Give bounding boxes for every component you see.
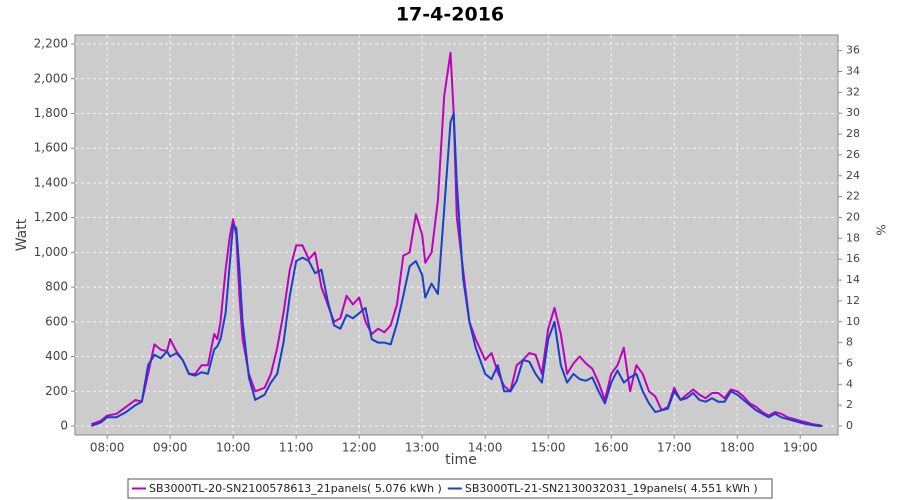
y-tick-label: 1,800	[34, 106, 68, 120]
y-tick-label: 800	[45, 280, 68, 294]
y-tick-label: 1,600	[34, 141, 68, 155]
x-tick-label: 12:00	[342, 441, 377, 455]
legend-label: SB3000TL-20-SN2100578613_21panels( 5.076…	[149, 482, 442, 495]
series-line	[91, 112, 823, 427]
x-tick-label: 18:00	[720, 441, 755, 455]
x-axis-label: time	[445, 452, 477, 468]
x-tick-label: 08:00	[90, 441, 125, 455]
y2-tick-label: 32	[846, 85, 860, 98]
y2-tick-label: 4	[846, 377, 853, 390]
y-tick-label: 400	[45, 349, 68, 363]
x-tick-label: 16:00	[594, 441, 629, 455]
y2-tick-label: 26	[846, 148, 860, 161]
y2-tick-label: 8	[846, 336, 853, 349]
y-tick-label: 2,200	[34, 37, 68, 51]
y2-tick-label: 14	[846, 273, 860, 286]
y2-tick-label: 16	[846, 252, 860, 265]
x-tick-label: 15:00	[531, 441, 566, 455]
y2-tick-label: 20	[846, 210, 860, 223]
y-axis-label: Watt	[14, 218, 30, 251]
plot-area	[74, 34, 839, 436]
chart-title: 17-4-2016	[396, 4, 504, 26]
y2-tick-label: 12	[846, 294, 860, 307]
y2-axis-label: %	[874, 224, 888, 235]
y-tick-label: 1,400	[34, 175, 68, 189]
y-tick-label: 600	[45, 314, 68, 328]
y2-tick-label: 0	[846, 419, 853, 432]
y-tick-label: 1,000	[34, 245, 68, 259]
y-tick-label: 2,000	[34, 71, 68, 85]
y-tick-label: 0	[60, 418, 68, 432]
x-tick-label: 13:00	[405, 441, 440, 455]
y2-tick-label: 10	[846, 315, 860, 328]
y2-tick-label: 30	[846, 106, 860, 119]
legend-label: SB3000TL-21-SN2130032031_19panels( 4.551…	[465, 482, 758, 495]
y-tick-label: 200	[45, 384, 68, 398]
y2-tick-label: 22	[846, 190, 860, 203]
series-line	[91, 51, 823, 427]
y2-tick-label: 24	[846, 169, 860, 182]
y2-tick-label: 6	[846, 356, 853, 369]
x-tick-label: 14:00	[468, 441, 503, 455]
y2-tick-label: 2	[846, 398, 853, 411]
x-tick-label: 11:00	[279, 441, 314, 455]
x-tick-label: 10:00	[216, 441, 251, 455]
x-tick-label: 09:00	[153, 441, 188, 455]
y2-tick-label: 34	[846, 64, 860, 77]
y2-tick-label: 28	[846, 127, 860, 140]
y2-tick-label: 36	[846, 44, 860, 57]
x-tick-label: 17:00	[657, 441, 692, 455]
x-tick-label: 19:00	[783, 441, 818, 455]
y2-tick-label: 18	[846, 231, 860, 244]
y-tick-label: 1,200	[34, 210, 68, 224]
